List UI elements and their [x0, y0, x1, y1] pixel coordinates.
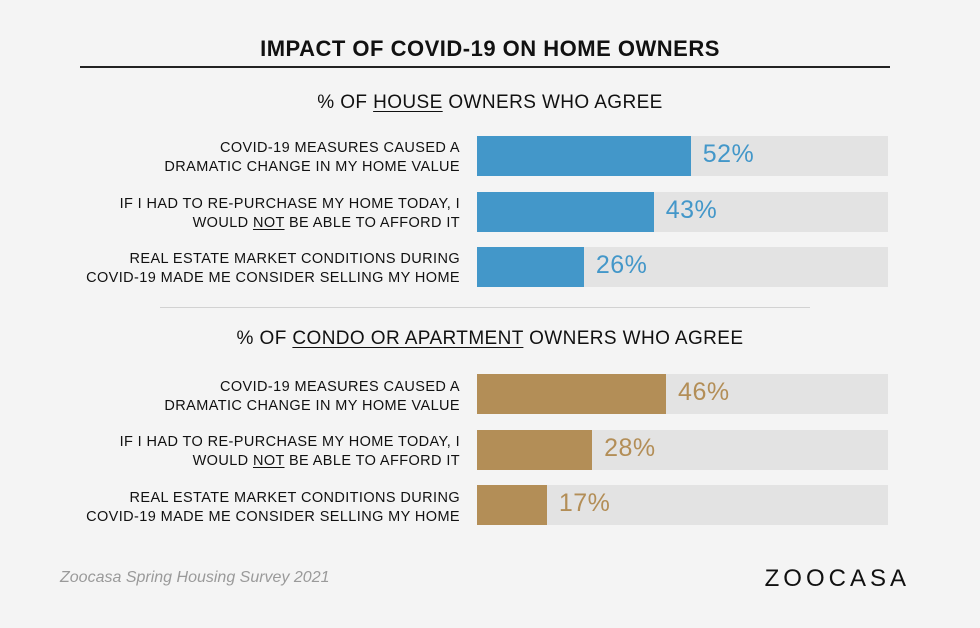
condo-row-1-track: 46% [477, 374, 888, 414]
condo-bar-1 [477, 374, 667, 414]
section-divider [160, 307, 810, 308]
house-row-2-track: 43% [477, 192, 888, 232]
house-row-1-label: COVID-19 MEASURES CAUSED A DRAMATIC CHANG… [164, 140, 460, 175]
house-title-suffix: OWNERS WHO AGREE [442, 92, 663, 113]
condo-title-prefix: % OF [236, 328, 293, 349]
condo-row-3-label: REAL ESTATE MARKET CONDITIONS DURING COVI… [86, 490, 460, 525]
condo-section-title: % OF CONDO OR APARTMENT OWNERS WHO AGREE [0, 328, 980, 350]
condo-bar-3 [477, 485, 547, 525]
chart-title: IMPACT OF COVID-19 ON HOME OWNERS [260, 36, 720, 61]
house-title-prefix: % OF [317, 92, 374, 113]
condo-bar-2-label: 28% [604, 434, 656, 462]
condo-row-1-label: COVID-19 MEASURES CAUSED A DRAMATIC CHANG… [164, 379, 460, 414]
house-bar-2 [477, 192, 654, 232]
house-section-title: % OF HOUSE OWNERS WHO AGREE [0, 92, 980, 114]
condo-bar-3-label: 17% [558, 489, 611, 517]
house-row-2-label: IF I HAD TO RE-PURCHASE MY HOME TODAY, I… [119, 196, 460, 231]
house-bar-3 [477, 247, 584, 287]
condo-row-2-label: IF I HAD TO RE-PURCHASE MY HOME TODAY, I… [119, 434, 460, 469]
house-row-3-label: REAL ESTATE MARKET CONDITIONS DURING COVI… [86, 251, 460, 286]
condo-title-suffix: OWNERS WHO AGREE [523, 328, 744, 349]
condo-title-keyword: CONDO OR APARTMENT [292, 328, 524, 349]
condo-bar-2 [477, 430, 593, 470]
house-bar-1-label: 52% [702, 140, 755, 168]
source-note: Zoocasa Spring Housing Survey 2021 [60, 569, 330, 586]
house-title-keyword: HOUSE [373, 92, 443, 113]
house-bar-1 [477, 136, 691, 176]
condo-bar-1-label: 46% [678, 378, 730, 406]
house-bar-3-label: 26% [595, 251, 648, 279]
house-row-3-track: 26% [477, 247, 888, 287]
condo-row-3-track: 17% [477, 485, 888, 525]
zoocasa-logo: ZOOCASA [764, 565, 910, 592]
house-row-1-track: 52% [477, 136, 888, 176]
title-divider [80, 66, 890, 68]
house-bar-2-label: 43% [665, 196, 718, 224]
condo-row-2-track: 28% [477, 430, 888, 470]
